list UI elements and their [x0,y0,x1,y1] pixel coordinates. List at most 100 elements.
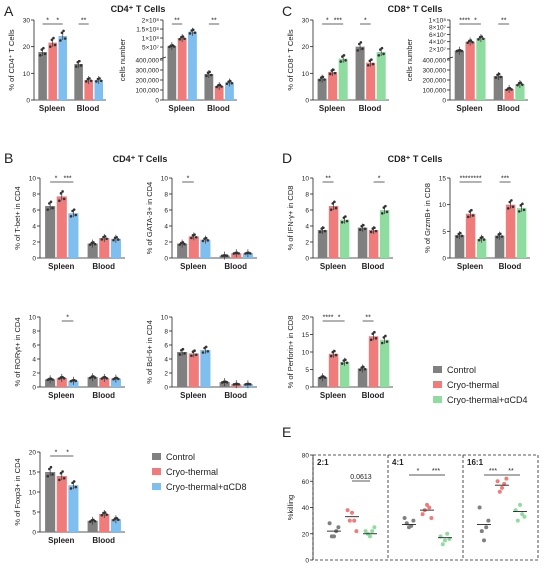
data-point [206,350,210,353]
bar-blood-2 [110,238,121,258]
data-point [332,68,335,72]
bar-blood-0 [87,243,98,258]
significance-label: * [187,176,190,183]
data-point [46,474,50,478]
bar-blood-2 [515,84,525,100]
data-point [362,223,365,227]
data-point [183,242,186,246]
y-tick-label: 4×10⁷ [429,39,447,46]
y-axis-label: % of CD8⁺ T Cells [286,29,295,90]
y-tick-label: 6 [32,208,36,215]
data-point [333,200,336,204]
data-point [201,239,205,243]
bar-blood-2 [225,82,234,100]
data-point [228,79,232,83]
y-tick-label: 6 [32,343,36,350]
scatter-point [504,476,509,481]
data-point [61,190,64,193]
y-tick-label: 1.5×10⁸ [136,27,159,34]
data-point [98,77,101,80]
scatter-point [425,502,429,507]
data-point [193,233,196,236]
data-point [48,467,51,471]
data-point [516,83,519,87]
data-point [481,37,485,41]
significance-label: **** [459,18,470,25]
data-point [201,351,205,354]
legend-label-cd4: Cryo-thermal+αCD4 [447,395,527,405]
bar-spleen-0 [45,472,56,532]
significance-label: * [55,176,58,183]
data-point [511,205,515,209]
y-axis-label: % of Perforin+ in CD8 [286,316,295,389]
data-point [72,208,76,211]
bar-blood-1 [84,80,93,100]
data-point [93,519,97,523]
significance-label: ** [81,18,87,25]
data-point [190,354,193,358]
bar-blood-2 [110,378,121,387]
y-tick-label: 10 [302,176,310,183]
data-point [100,513,104,517]
y-tick-label: 10 [29,176,37,183]
bar-blood-0 [494,235,505,258]
data-point [205,74,208,78]
data-point [194,235,198,239]
data-point [237,383,240,386]
y-tick-label: 4 [32,224,36,231]
data-point [72,480,76,483]
significance-label: *** [334,18,342,25]
data-point [100,238,104,241]
y-tick-label: 10 [23,71,31,78]
scatter-point [497,489,502,494]
x-tick-label-blood: Blood [362,262,385,271]
scatter-point [370,529,375,534]
y-tick-label: 6 [164,208,168,215]
data-point [358,368,362,372]
scatter-point [368,534,372,539]
data-point [74,379,78,383]
bar-blood-0 [357,227,368,258]
y-tick-label: 0 [164,385,168,392]
ratio-label: 4:1 [392,458,404,467]
legend-cd8-depletion: Control Cryo-thermal Cryo-thermal+αCD8 [152,452,246,492]
data-point [510,199,513,202]
bar-blood-0 [493,76,503,100]
y-tick-label: 20 [302,44,310,51]
data-point [93,242,97,246]
y-tick-label: 300,000 [423,68,447,75]
significance-label: *** [489,468,497,475]
data-point [220,85,223,88]
x-tick-label-blood: Blood [92,391,115,400]
significance-label: *** [63,176,71,183]
x-tick-label-blood: Blood [92,262,115,271]
x-tick-label-blood: Blood [77,104,100,113]
bar-spleen-2 [338,58,348,100]
data-point [49,200,53,204]
y-tick-label: 10 [29,490,37,497]
data-point [116,377,120,381]
data-point [89,79,93,83]
data-point [460,234,464,238]
x-tick-label-blood: Blood [207,104,230,113]
y-tick-label: 20 [302,531,310,538]
legend-swatch-cryo-2 [433,381,442,388]
scatter-point [363,529,368,534]
chart-b2: 0 2 4 6 8 10 % of GATA-3+ in CD4 Spleen Blood * [145,176,257,271]
legend-cd4-depletion: Control Cryo-thermal Cryo-thermal+αCD4 [433,365,527,405]
data-point [95,80,98,83]
scatter-point [402,516,407,520]
y-tick-label: 0 [32,256,36,263]
data-point [497,72,501,76]
y-tick-label: 100,000 [423,88,447,95]
significance-label: *** [432,468,440,475]
data-point [60,31,64,35]
bar-spleen-0 [454,235,465,258]
significance-label: **** [460,176,471,183]
y-tick-label: 2 [305,240,309,247]
data-point [323,78,326,81]
scatter-point [372,525,377,530]
significance-label: **** [471,176,482,183]
y-tick-label: 2 [32,240,36,247]
